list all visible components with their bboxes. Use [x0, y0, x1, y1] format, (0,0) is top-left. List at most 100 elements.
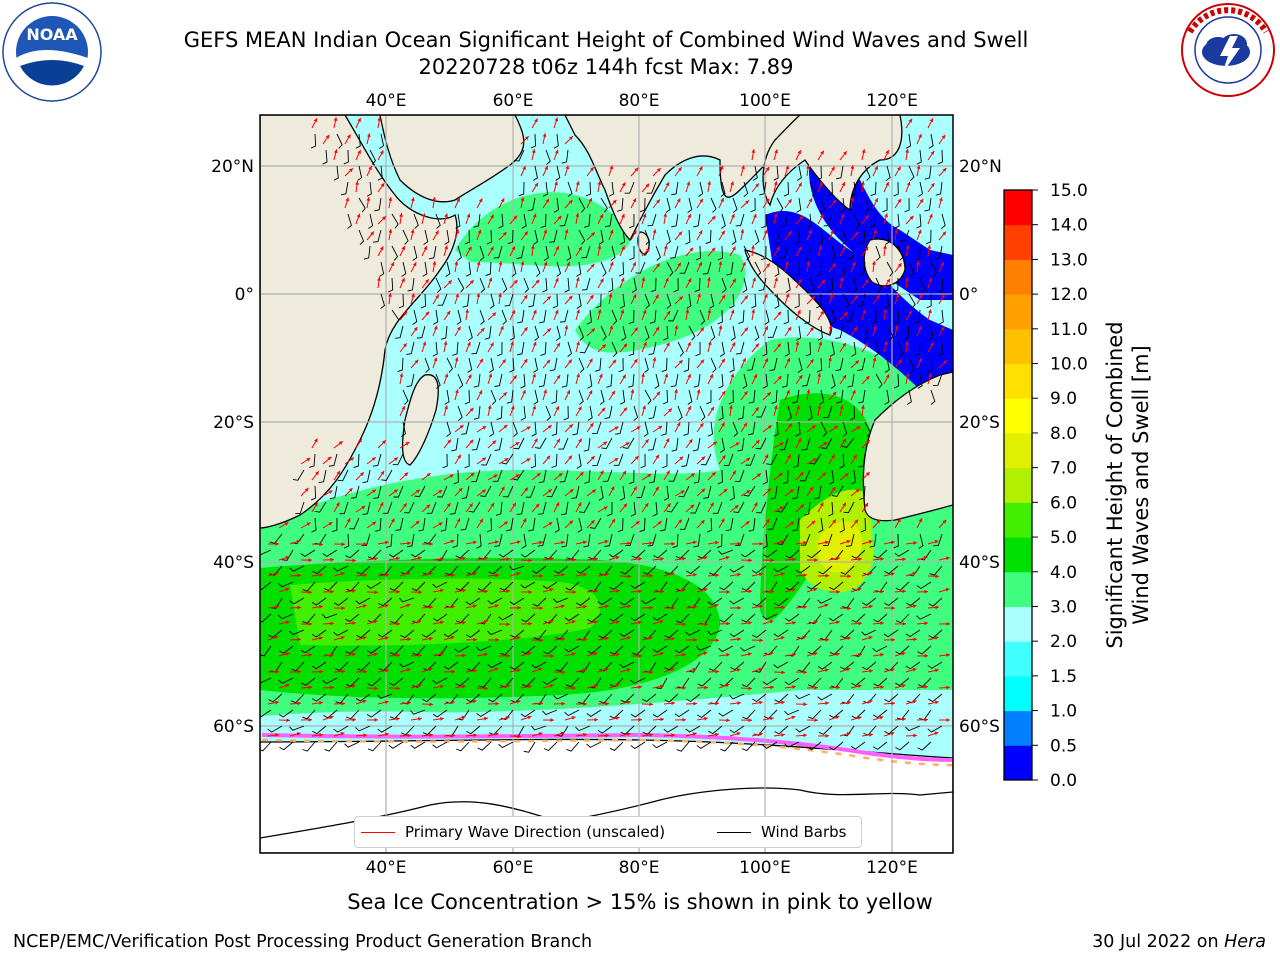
wave-arrowhead — [828, 357, 832, 361]
wind-barb — [412, 645, 426, 656]
wind-barb — [281, 549, 294, 561]
wave-arrowhead — [858, 621, 862, 626]
lon-label: 80°E — [619, 858, 660, 878]
wind-barb — [797, 629, 811, 640]
wave-arrowhead — [627, 541, 631, 546]
wind-barb — [391, 213, 399, 229]
wind-barb — [509, 565, 525, 571]
wind-barb — [906, 389, 912, 405]
wave-arrowhead — [488, 373, 493, 378]
wind-barb — [675, 613, 690, 624]
wind-barb — [455, 677, 470, 687]
wave-arrowhead — [626, 668, 631, 672]
wind-barb — [762, 741, 778, 749]
wave-arrowhead — [701, 488, 706, 493]
wave-arrowhead — [371, 457, 376, 461]
wind-barb — [392, 453, 404, 466]
lat-label: 0° — [959, 285, 978, 305]
wave-arrowhead — [439, 684, 444, 689]
wave-arrowhead — [655, 454, 659, 459]
wind-barb — [800, 533, 811, 546]
wave-arrowhead — [649, 732, 653, 737]
wave-arrowhead — [665, 182, 670, 187]
wave-arrowhead — [615, 620, 620, 624]
wind-barb — [444, 229, 450, 245]
wave-arrowhead — [710, 502, 714, 507]
wind-barb — [801, 437, 811, 451]
colorbar-swatch — [1004, 571, 1032, 607]
wave-arrowhead — [362, 636, 367, 640]
wave-arrowhead — [758, 667, 763, 672]
wind-barb — [382, 501, 393, 514]
wind-barb — [520, 405, 526, 421]
wave-arrowhead — [711, 215, 716, 220]
wave-arrowhead — [765, 519, 770, 524]
wind-barb — [859, 229, 866, 244]
wind-barb — [476, 709, 492, 717]
wave-arrowhead — [483, 652, 488, 657]
wind-barb — [605, 213, 613, 228]
wave-arrowhead — [308, 590, 312, 595]
wave-arrowhead — [663, 213, 668, 217]
colorbar-swatch — [1004, 502, 1032, 538]
wind-barb — [688, 661, 701, 673]
wave-arrowhead — [707, 309, 712, 313]
wind-barb — [575, 725, 591, 732]
wave-arrowhead — [721, 230, 725, 235]
wave-arrowhead — [885, 150, 889, 155]
wind-barb — [797, 661, 811, 673]
wave-arrowhead — [663, 245, 668, 250]
wind-barb — [322, 677, 338, 685]
wave-arrowhead — [516, 699, 521, 704]
wind-barb — [719, 613, 734, 623]
wave-arrowhead — [855, 489, 860, 493]
wind-barb — [905, 629, 921, 638]
wave-arrowhead — [660, 557, 664, 561]
wave-arrowhead — [516, 540, 521, 545]
wave-arrowhead — [352, 588, 356, 593]
wind-barb — [598, 629, 613, 639]
wave-arrowhead — [638, 557, 642, 561]
wave-arrowhead — [671, 606, 675, 610]
wind-barb — [850, 741, 866, 750]
wind-barb — [795, 725, 811, 733]
wave-arrowhead — [785, 165, 790, 170]
wave-arrowhead — [802, 635, 807, 640]
wave-arrowhead — [913, 733, 917, 738]
wind-barb — [361, 533, 371, 547]
wind-barb — [302, 741, 316, 752]
wave-arrowhead — [440, 557, 444, 562]
wind-barb — [766, 453, 778, 466]
wave-arrowhead — [835, 715, 840, 720]
wave-arrowhead — [494, 540, 499, 545]
wave-arrowhead — [634, 167, 639, 172]
wave-arrowhead — [371, 489, 376, 494]
wave-arrowhead — [568, 359, 572, 364]
wave-arrowhead — [632, 294, 637, 299]
wind-barb — [940, 213, 946, 229]
wave-arrowhead — [800, 504, 804, 509]
wave-arrowhead — [853, 326, 858, 331]
wind-barb — [555, 325, 561, 341]
wave-arrowhead — [806, 261, 811, 266]
wind-barb — [913, 309, 921, 324]
wind-barb — [355, 693, 371, 702]
wave-arrowhead — [825, 573, 829, 578]
wave-arrowhead — [330, 653, 334, 658]
colorbar-tick-label: 11.0 — [1050, 320, 1088, 340]
wind-barb — [661, 357, 668, 373]
wind-barb — [816, 293, 822, 309]
wave-arrowhead — [418, 717, 422, 721]
wind-barb — [400, 629, 415, 639]
wave-arrowhead — [846, 539, 851, 544]
wave-arrowhead — [721, 422, 725, 427]
wind-barb — [617, 517, 624, 533]
wind-barb — [864, 197, 870, 213]
wave-arrowhead — [341, 606, 345, 611]
wave-arrowhead — [506, 557, 510, 561]
wind-barb — [615, 421, 624, 435]
wave-arrowhead — [604, 636, 609, 641]
wind-barb — [561, 373, 569, 388]
wave-arrowhead — [538, 732, 543, 736]
wave-arrowhead — [381, 216, 386, 221]
